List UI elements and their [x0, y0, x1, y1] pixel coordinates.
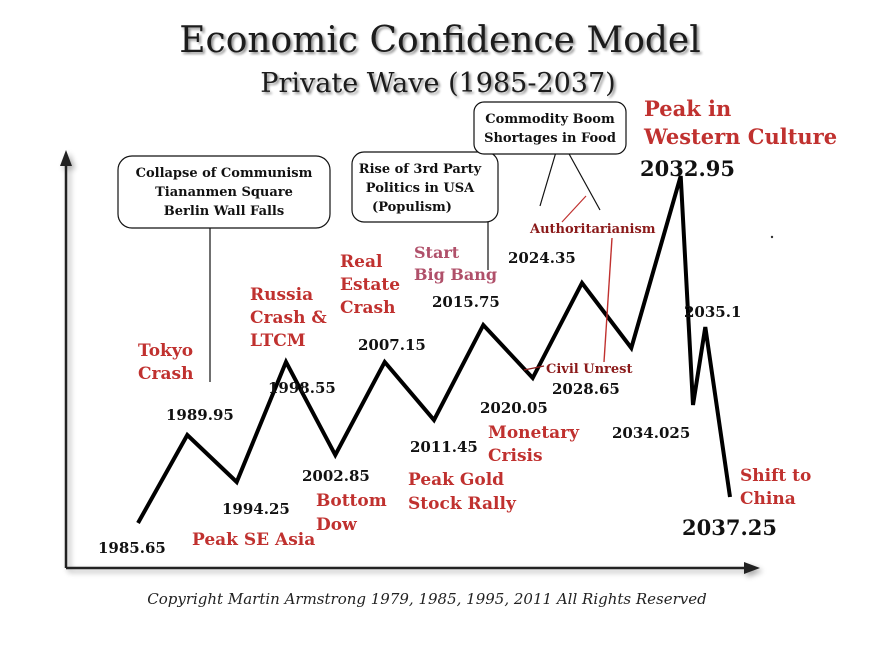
event-big-bang-line-1: Start	[414, 243, 460, 262]
chart-subtitle: Private Wave (1985-2037)	[260, 68, 615, 99]
axes	[60, 150, 760, 574]
event-real-estate-line-1: Real	[340, 252, 383, 272]
y-axis-arrow	[60, 150, 72, 166]
event-bottom-dow-line-1: Bottom	[316, 491, 387, 511]
date-label-2028: 2028.65	[552, 380, 620, 398]
event-bottom-dow-line-2: Dow	[316, 515, 357, 535]
date-label-2011: 2011.45	[410, 438, 478, 456]
date-label-2015: 2015.75	[432, 293, 500, 311]
callout-3-connector-a	[539, 151, 557, 207]
event-russia-line-2: Crash &	[250, 308, 327, 328]
event-peak-western-culture: Peak in Western Culture	[643, 96, 837, 149]
date-label-2032: 2032.95	[640, 156, 735, 181]
event-monetary-line-1: Monetary	[488, 423, 580, 443]
authoritarianism-pointer-a	[561, 195, 587, 223]
wave-line	[136, 175, 732, 524]
event-russia-crash: Russia Crash & LTCM	[250, 285, 327, 351]
date-label-1994: 1994.25	[222, 500, 290, 518]
authoritarianism-pointer-b	[603, 237, 613, 363]
callout-third-party-line-1: Rise of 3rd Party	[359, 162, 482, 177]
event-peak-gold: Peak Gold Stock Rally	[408, 470, 517, 514]
date-label-2002: 2002.85	[302, 467, 370, 485]
event-peak-gold-line-1: Peak Gold	[408, 470, 504, 490]
event-real-estate-line-2: Estate	[340, 275, 400, 295]
event-shift-to-china: Shift to China	[740, 466, 811, 509]
event-shift-china-line-1: Shift to	[740, 466, 811, 486]
x-axis-arrow	[744, 562, 760, 574]
date-label-1998: 1998.55	[268, 379, 336, 397]
event-peak-western-line-2: Western Culture	[643, 124, 837, 149]
date-label-2034: 2034.025	[612, 424, 690, 442]
callout-communism-line-1: Collapse of Communism	[136, 166, 313, 181]
event-real-estate-line-3: Crash	[340, 298, 395, 318]
event-shift-china-line-2: China	[740, 489, 796, 509]
event-peak-se-asia: Peak SE Asia	[192, 530, 315, 550]
civil-unrest-pointer	[523, 365, 545, 371]
event-civil-unrest: Civil Unrest	[546, 362, 632, 377]
event-russia-line-3: LTCM	[250, 331, 306, 351]
callout-commodity-line-2: Shortages in Food	[484, 131, 616, 146]
copyright-text: Copyright Martin Armstrong 1979, 1985, 1…	[147, 590, 707, 608]
callout-3-connector-b	[567, 151, 601, 211]
event-big-bang: Start Big Bang	[414, 243, 497, 284]
event-tokyo-line-2: Crash	[138, 364, 193, 384]
event-monetary-crisis: Monetary Crisis	[488, 423, 580, 466]
callout-commodity-line-1: Commodity Boom	[485, 112, 615, 127]
callout-communism-line-3: Berlin Wall Falls	[164, 204, 284, 219]
date-label-2020: 2020.05	[480, 399, 548, 417]
callout-communism: Collapse of Communism Tiananmen Square B…	[117, 155, 331, 229]
date-labels: 1985.65 1989.95 1994.25 1998.55 2002.85 …	[98, 156, 777, 557]
callout-third-party-line-3: (Populism)	[372, 200, 452, 215]
callout-commodity: Commodity Boom Shortages in Food	[473, 101, 627, 155]
callout-third-party-line-2: Politics in USA	[366, 181, 475, 196]
date-label-2037: 2037.25	[682, 515, 777, 540]
event-authoritarianism: Authoritarianism	[529, 222, 656, 237]
date-label-2024: 2024.35	[508, 249, 576, 267]
event-peak-gold-line-2: Stock Rally	[408, 494, 517, 514]
event-bottom-dow: Bottom Dow	[316, 491, 387, 535]
date-label-1985: 1985.65	[98, 539, 166, 557]
chart-title: Economic Confidence Model	[179, 20, 701, 61]
event-real-estate-crash: Real Estate Crash	[340, 252, 400, 318]
date-label-2007: 2007.15	[358, 336, 426, 354]
event-big-bang-line-2: Big Bang	[414, 265, 497, 284]
callout-communism-line-2: Tiananmen Square	[155, 185, 293, 200]
callout-third-party: Rise of 3rd Party Politics in USA (Popul…	[351, 151, 499, 223]
event-tokyo-line-1: Tokyo	[138, 341, 193, 361]
event-peak-western-line-1: Peak in	[644, 96, 731, 121]
date-label-2035: 2035.1	[684, 303, 741, 321]
stray-dot	[770, 235, 774, 239]
event-tokyo-crash: Tokyo Crash	[138, 341, 193, 384]
event-monetary-line-2: Crisis	[488, 446, 543, 466]
event-labels: Tokyo Crash Russia Crash & LTCM Real Est…	[138, 96, 837, 550]
date-label-1989: 1989.95	[166, 406, 234, 424]
event-russia-line-1: Russia	[250, 285, 313, 305]
